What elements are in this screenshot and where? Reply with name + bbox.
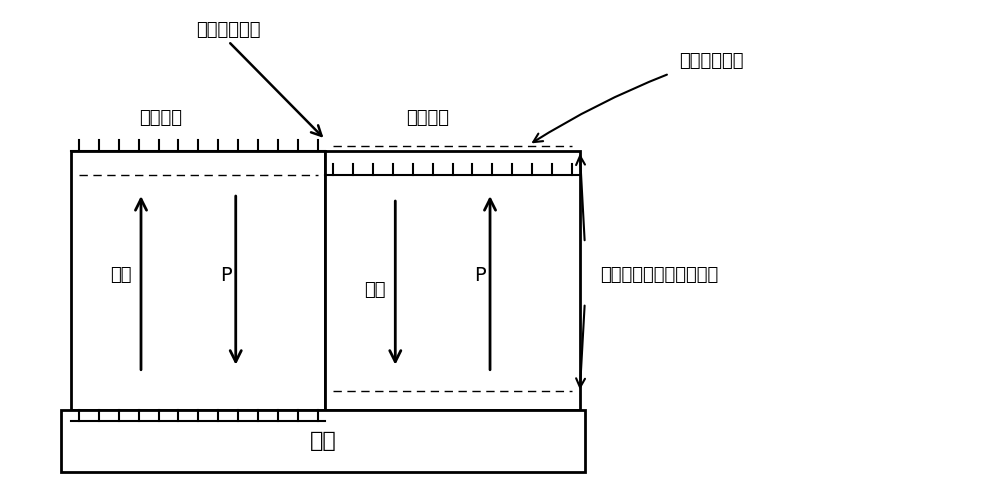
Text: P: P [220, 266, 232, 285]
Text: 表面补偿电荷: 表面补偿电荷 [680, 52, 744, 70]
Text: 固定电荷所造成的极化方: 固定电荷所造成的极化方 [600, 267, 718, 285]
Text: 电场: 电场 [365, 282, 386, 300]
Text: P: P [474, 266, 486, 285]
Text: 镓解理面: 镓解理面 [139, 110, 182, 127]
Text: 极性区域边界: 极性区域边界 [196, 22, 261, 39]
Text: 氮解理面: 氮解理面 [406, 110, 449, 127]
Bar [325, 151, 580, 410]
Bar [71, 151, 325, 410]
Text: 基底: 基底 [310, 431, 336, 451]
Bar [61, 410, 585, 472]
Text: 电场: 电场 [110, 267, 132, 285]
